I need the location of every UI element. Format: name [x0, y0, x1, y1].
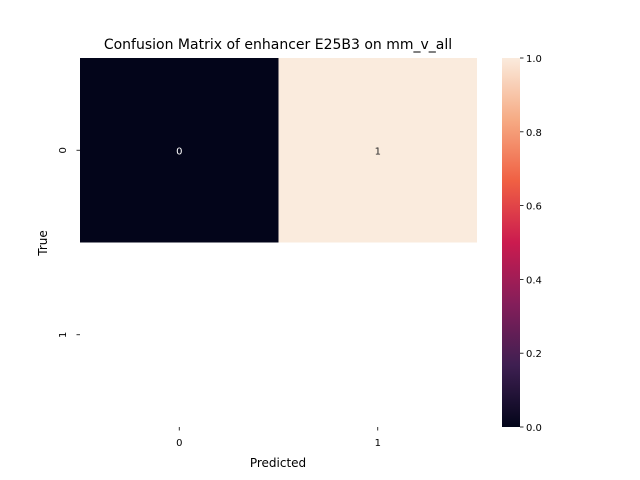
colorbar-tick-label-0.2: 0.2	[526, 349, 542, 360]
colorbar-tick-label-1.0: 1.0	[526, 54, 542, 65]
y-axis: 01	[58, 147, 80, 338]
colorbar-tick-label-0.0: 0.0	[526, 423, 542, 434]
y-axis-label: True	[36, 230, 50, 257]
y-tick-label-1: 1	[58, 332, 69, 338]
heatmap-cell-r0-c1	[278, 58, 477, 243]
colorbar-tick-label-0.4: 0.4	[526, 275, 542, 286]
x-tick-label-0: 0	[176, 438, 182, 449]
colorbar-tick-label-0.8: 0.8	[526, 128, 542, 139]
x-axis-label: Predicted	[250, 456, 306, 470]
y-tick-label-0: 0	[58, 147, 69, 153]
chart-title: Confusion Matrix of enhancer E25B3 on mm…	[104, 37, 452, 53]
colorbar: 0.0 0.2 0.4 0.6 0.8 1.0	[502, 54, 542, 434]
x-tick-label-1: 1	[375, 438, 381, 449]
colorbar-tick-label-0.6: 0.6	[526, 202, 542, 213]
heatmap-cell-r0-c0	[80, 58, 279, 243]
colorbar-gradient	[502, 58, 520, 427]
cell-annotation-r0-c0: 0	[176, 146, 182, 157]
cell-annotation-r0-c1: 1	[375, 146, 381, 157]
